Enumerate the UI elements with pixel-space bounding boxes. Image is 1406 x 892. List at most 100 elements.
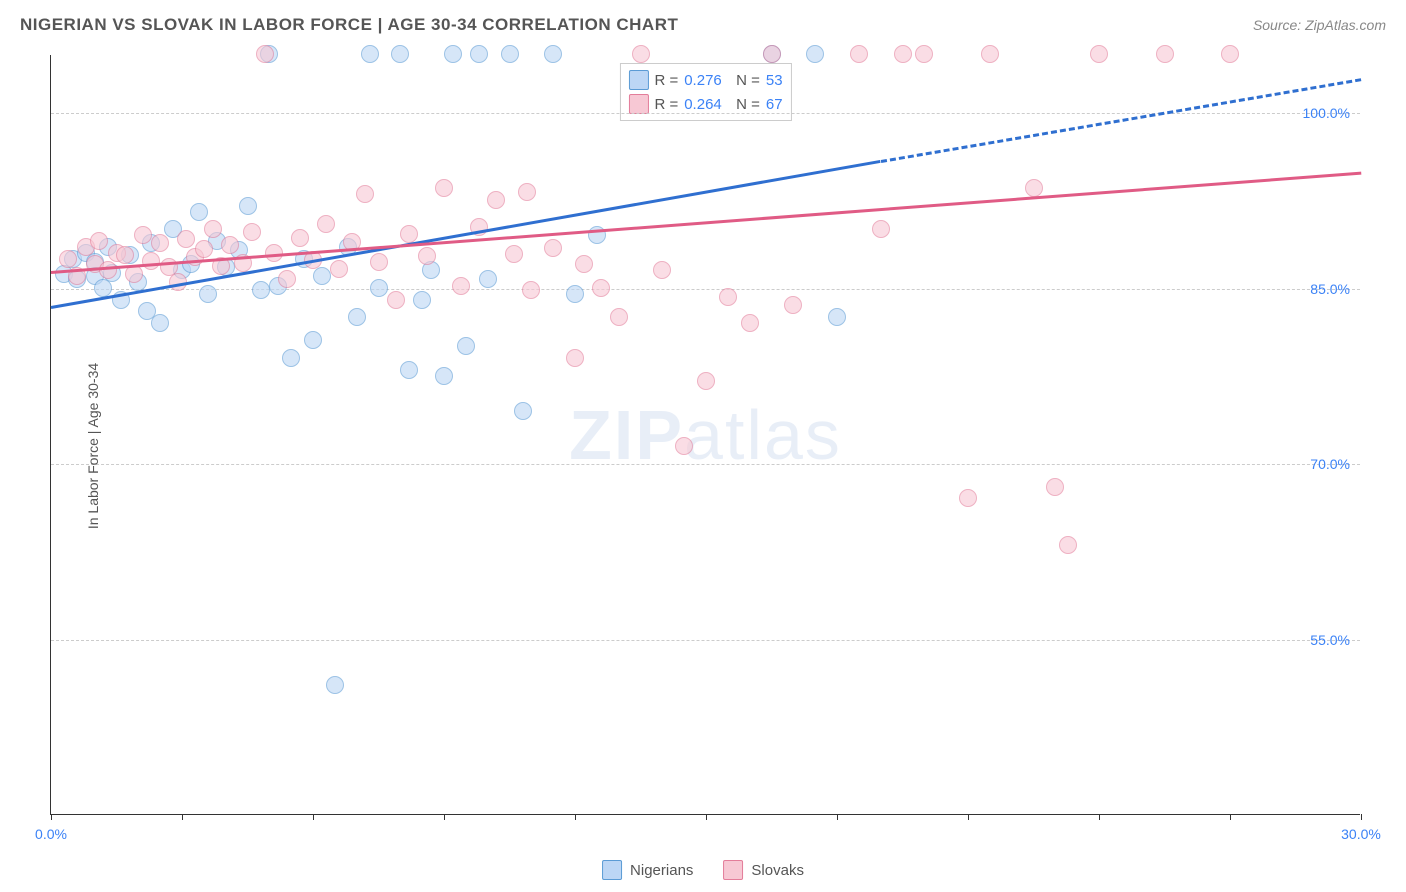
scatter-point — [317, 215, 335, 233]
scatter-point — [1046, 478, 1064, 496]
scatter-point — [806, 45, 824, 63]
scatter-point — [514, 402, 532, 420]
scatter-point — [291, 229, 309, 247]
scatter-point — [204, 220, 222, 238]
chart-header: NIGERIAN VS SLOVAK IN LABOR FORCE | AGE … — [0, 0, 1406, 50]
x-tick — [444, 814, 445, 820]
scatter-point — [675, 437, 693, 455]
scatter-point — [1025, 179, 1043, 197]
scatter-point — [252, 281, 270, 299]
scatter-point — [94, 279, 112, 297]
scatter-point — [566, 349, 584, 367]
scatter-point — [763, 45, 781, 63]
y-tick-label: 85.0% — [1310, 281, 1350, 297]
scatter-point — [418, 247, 436, 265]
scatter-point — [592, 279, 610, 297]
x-tick — [1099, 814, 1100, 820]
scatter-point — [391, 45, 409, 63]
stats-legend-box: R = 0.276 N = 53 R = 0.264 N = 67 — [619, 63, 791, 121]
scatter-point — [435, 367, 453, 385]
scatter-point — [741, 314, 759, 332]
plot-area: ZIPatlas R = 0.276 N = 53 R = 0.264 N = … — [50, 55, 1360, 815]
y-tick-label: 55.0% — [1310, 632, 1350, 648]
x-tick — [182, 814, 183, 820]
y-axis-label: In Labor Force | Age 30-34 — [85, 363, 101, 529]
x-tick — [1361, 814, 1362, 820]
scatter-point — [1156, 45, 1174, 63]
bottom-legend: Nigerians Slovaks — [602, 860, 804, 880]
scatter-point — [435, 179, 453, 197]
scatter-point — [190, 203, 208, 221]
scatter-point — [959, 489, 977, 507]
swatch-slovaks — [628, 94, 648, 114]
stats-row-slovaks: R = 0.264 N = 67 — [628, 92, 782, 116]
scatter-point — [981, 45, 999, 63]
scatter-point — [239, 197, 257, 215]
x-tick — [706, 814, 707, 820]
x-tick — [51, 814, 52, 820]
scatter-point — [697, 372, 715, 390]
scatter-point — [256, 45, 274, 63]
x-tick-label: 30.0% — [1341, 826, 1381, 842]
chart-title: NIGERIAN VS SLOVAK IN LABOR FORCE | AGE … — [20, 15, 678, 35]
scatter-point — [195, 240, 213, 258]
grid-line — [51, 289, 1360, 290]
scatter-point — [457, 337, 475, 355]
legend-item-slovaks: Slovaks — [723, 860, 804, 880]
x-tick-label: 0.0% — [35, 826, 67, 842]
scatter-point — [894, 45, 912, 63]
scatter-point — [487, 191, 505, 209]
scatter-point — [505, 245, 523, 263]
scatter-point — [719, 288, 737, 306]
scatter-point — [313, 267, 331, 285]
scatter-point — [610, 308, 628, 326]
scatter-point — [142, 252, 160, 270]
scatter-point — [370, 253, 388, 271]
x-tick — [1230, 814, 1231, 820]
scatter-point — [59, 250, 77, 268]
x-tick — [837, 814, 838, 820]
scatter-point — [370, 279, 388, 297]
legend-item-nigerians: Nigerians — [602, 860, 693, 880]
scatter-point — [1059, 536, 1077, 554]
scatter-point — [575, 255, 593, 273]
watermark: ZIPatlas — [569, 395, 842, 475]
scatter-point — [330, 260, 348, 278]
scatter-point — [653, 261, 671, 279]
y-tick-label: 70.0% — [1310, 456, 1350, 472]
scatter-point — [361, 45, 379, 63]
scatter-point — [116, 246, 134, 264]
scatter-point — [413, 291, 431, 309]
grid-line — [51, 640, 1360, 641]
scatter-point — [151, 234, 169, 252]
scatter-point — [784, 296, 802, 314]
trend-line — [880, 78, 1361, 163]
scatter-point — [850, 45, 868, 63]
stats-row-nigerians: R = 0.276 N = 53 — [628, 68, 782, 92]
scatter-point — [1221, 45, 1239, 63]
scatter-point — [632, 45, 650, 63]
scatter-point — [400, 225, 418, 243]
scatter-point — [278, 270, 296, 288]
scatter-point — [518, 183, 536, 201]
scatter-point — [304, 331, 322, 349]
chart-source: Source: ZipAtlas.com — [1253, 17, 1386, 33]
scatter-point — [134, 226, 152, 244]
scatter-point — [199, 285, 217, 303]
legend-swatch-nigerians — [602, 860, 622, 880]
scatter-point — [151, 314, 169, 332]
scatter-point — [348, 308, 366, 326]
scatter-point — [566, 285, 584, 303]
scatter-point — [90, 232, 108, 250]
scatter-point — [470, 45, 488, 63]
scatter-point — [444, 45, 462, 63]
scatter-point — [387, 291, 405, 309]
scatter-point — [326, 676, 344, 694]
x-tick — [575, 814, 576, 820]
y-tick-label: 100.0% — [1303, 105, 1350, 121]
scatter-point — [177, 230, 195, 248]
scatter-point — [522, 281, 540, 299]
scatter-point — [544, 45, 562, 63]
scatter-point — [400, 361, 418, 379]
legend-swatch-slovaks — [723, 860, 743, 880]
